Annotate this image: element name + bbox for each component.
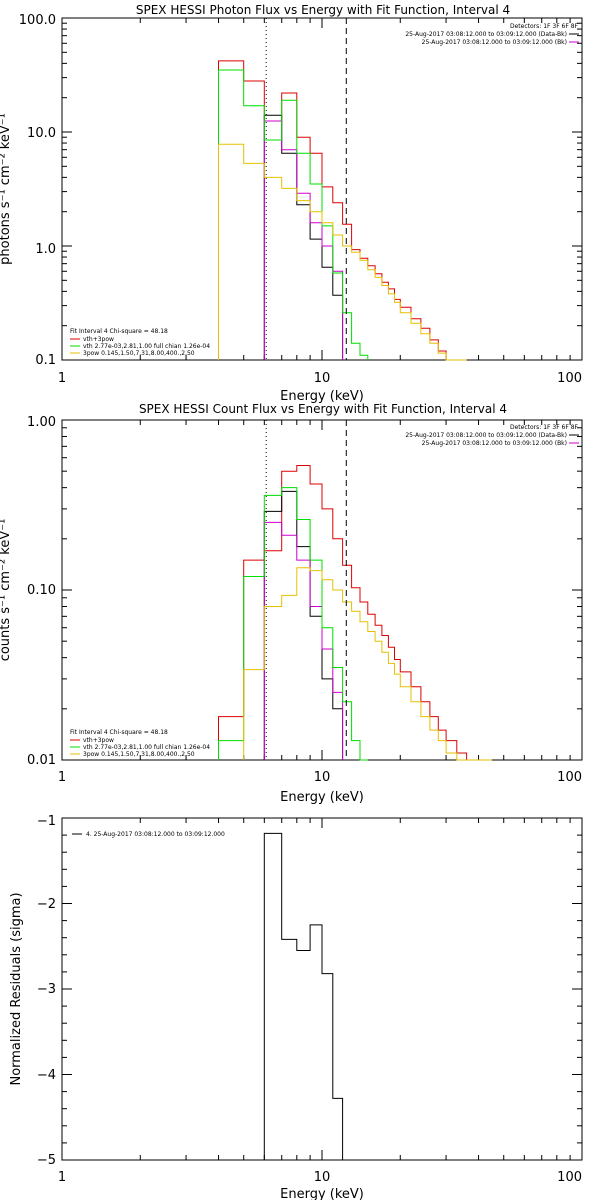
residuals-ytick-label: −2 [37,897,56,912]
photon-legend-text: vth 2.77e-03,2.81,1.00 full chian 1.26e-… [83,343,210,350]
count-series-component-2 [263,521,344,760]
residuals-xtick-label: 10 [314,1170,331,1185]
photon-info-line: 25-Aug-2017 03:08:12.000 to 03:09:12.000… [405,31,567,38]
photon-series-component-1 [263,114,344,360]
residuals-ytick-label: −3 [37,982,56,997]
residuals-x-axis-label: Energy (keV) [280,1187,364,1200]
photon-chart-data [61,18,582,361]
residuals-xtick-label: 1 [58,1170,66,1185]
photon-series-3pow [218,143,467,361]
count-legend-text: Fit Interval 4 Chi-square = 48.18 [70,729,168,736]
photon-info-line: 25-Aug-2017 03:08:12.000 to 03:09:12.000… [422,39,567,46]
photon-chart-title: SPEX HESSI Photon Flux vs Energy with Fi… [136,3,510,17]
residuals-y-axis-label: Normalized Residuals (sigma) [9,892,24,1085]
count-xtick-label: 1 [58,770,66,785]
photon-legend-text: vth+3pow [83,336,114,343]
residuals-ytick-label: −1 [37,814,56,829]
count-info-line: Detectors: 1F 3F 6F 8F [510,424,579,431]
photon-xtick-label: 100 [557,371,582,386]
count-legend-text: 3pow 0.145,1.50,7.31,8.00,400.,2.50 [83,751,195,758]
count-chart-title: SPEX HESSI Count Flux vs Energy with Fit… [139,402,507,416]
photon-legend-text: Fit Interval 4 Chi-square = 48.18 [70,328,168,335]
photon-series-component-2 [263,120,344,360]
photon-ytick-label: 1.0 [35,242,56,257]
count-legend-text: vth 2.77e-03,2.81,1.00 full chian 1.26e-… [83,744,210,751]
photon-ytick-label: 10.0 [27,126,56,141]
count-xtick-label: 100 [557,770,582,785]
photon-ytick-label: 0.1 [35,353,56,368]
count-series-vth [218,487,368,761]
photon-flux-panel: SPEX HESSI Photon Flux vs Energy with Fi… [0,3,583,404]
photon-x-axis-label: Energy (keV) [280,389,364,404]
residuals-ytick-label: −5 [37,1153,56,1168]
residuals-panel: −5 −4 −3 −2 −1 1 10 100 Energy (keV) Nor… [9,814,583,1200]
photon-info-line: Detectors: 1F 3F 6F 8F [510,23,579,30]
photon-xtick-label: 10 [314,371,331,386]
count-flux-panel: SPEX HESSI Count Flux vs Energy with Fit… [0,402,583,805]
count-x-axis-label: Energy (keV) [280,790,364,805]
count-series-3pow [243,567,492,761]
count-chart-data [61,420,582,761]
residuals-xtick-label: 100 [557,1170,582,1185]
photon-xtick-label: 1 [58,371,66,386]
photon-series-vth [218,69,369,360]
count-legend-text: vth+3pow [83,737,114,744]
count-ytick-label: 0.01 [27,753,56,768]
count-y-axis-label: counts s⁻¹ cm⁻² keV⁻¹ [0,519,13,662]
count-series-component-1 [263,490,344,760]
count-xtick-label: 10 [314,770,331,785]
residuals-series-component-0 [263,832,344,1160]
residuals-ytick-label: −4 [37,1068,56,1083]
residuals-plot-frame [61,817,583,1161]
count-ytick-label: 0.10 [27,583,56,598]
photon-legend-text: 3pow 0.145,1.50,7.31,8.00,400.,2.50 [83,350,195,357]
photon-ytick-label: 100.0 [19,13,56,28]
residuals-legend-text: 4. 25-Aug-2017 03:08:12.000 to 03:09:12.… [86,831,225,838]
photon-y-axis-label: photons s⁻¹ cm⁻² keV⁻¹ [0,113,13,265]
count-info-line: 25-Aug-2017 03:08:12.000 to 03:09:12.000… [405,432,567,439]
count-series-vth-3pow [218,465,492,761]
residuals-chart-data [61,817,582,1161]
count-ytick-label: 1.00 [27,415,56,430]
count-info-line: 25-Aug-2017 03:08:12.000 to 03:09:12.000… [422,440,567,447]
